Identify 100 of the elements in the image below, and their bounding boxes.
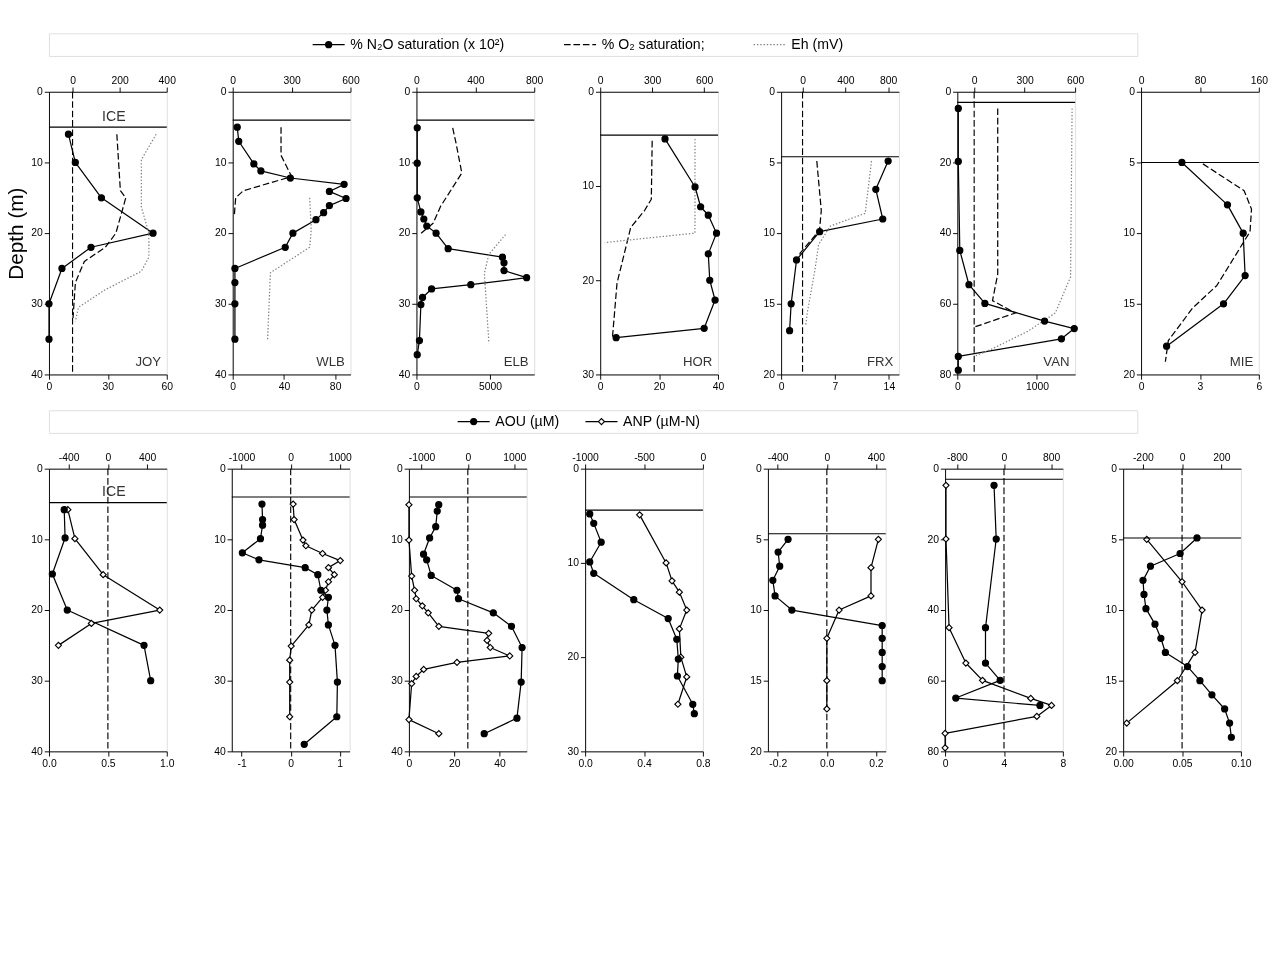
x2-tick-label: 600	[342, 74, 360, 86]
x2-tick-label: -200	[1132, 451, 1154, 463]
x2-tick-label: -400	[767, 451, 789, 463]
y-tick-label: 20	[214, 604, 226, 616]
y-tick-label: 20	[1105, 745, 1118, 757]
x2-tick-label: 400	[158, 74, 177, 86]
y-tick-label: 0	[756, 463, 763, 474]
y-tick-label: 10	[1123, 227, 1136, 239]
x2-tick-label: 1000	[503, 451, 527, 463]
y-tick-label: 15	[763, 298, 776, 310]
y-tick-label: 0	[219, 463, 226, 474]
x2-tick-label: 80	[1194, 74, 1207, 86]
x-tick-label: 0	[597, 381, 604, 393]
x-tick-label: 0	[778, 381, 785, 393]
y-tick-label: 0	[37, 463, 44, 474]
x2-tick-label: -1000	[572, 451, 600, 463]
y-tick-label: 40	[391, 745, 404, 757]
legend-label: Eh (mV)	[791, 36, 844, 53]
x-tick-label: -0.2	[769, 757, 788, 769]
x-tick-label: 7	[832, 381, 839, 393]
y-tick-label: 10	[215, 156, 227, 168]
x2-tick-label: -400	[58, 451, 80, 463]
x2-tick-label: 160	[1250, 74, 1269, 86]
x-tick-label: 0.5	[101, 757, 116, 769]
x2-tick-label: 0	[597, 74, 604, 86]
x2-tick-label: 0	[105, 451, 112, 463]
x2-tick-label: 400	[837, 74, 855, 86]
x2-tick-label: 200	[1213, 451, 1231, 463]
x-tick-label: 40	[278, 381, 291, 393]
x2-tick-label: -1000	[408, 451, 436, 463]
legend-label: AOU (µM)	[495, 413, 560, 430]
y-tick-label: 20	[1123, 368, 1136, 380]
y-tick-label: 30	[582, 368, 595, 380]
x-tick-label: 80	[329, 381, 342, 393]
x2-tick-label: 400	[467, 74, 485, 86]
annotation: FRX	[866, 353, 894, 369]
x2-tick-label: 300	[1016, 74, 1034, 86]
x2-tick-label: 0	[800, 74, 807, 86]
y-tick-label: 20	[582, 274, 595, 286]
x-tick-label: 6	[1256, 381, 1263, 393]
x2-tick-label: 800	[1042, 451, 1061, 463]
y-tick-label: 10	[763, 227, 776, 239]
x2-tick-label: -1000	[228, 451, 256, 463]
y-tick-label: 10	[582, 180, 595, 192]
y-tick-label: 60	[927, 675, 940, 687]
annotation: HOR	[683, 353, 713, 369]
x-tick-label: 14	[883, 381, 896, 393]
x-tick-label: 0.10	[1231, 757, 1252, 769]
x-tick-label: 0	[1138, 381, 1145, 393]
y-tick-label: 20	[215, 227, 227, 239]
x-tick-label: 1.0	[160, 757, 175, 769]
x-tick-label: 0.0	[578, 757, 594, 769]
y-tick-label: 40	[215, 368, 227, 380]
y-tick-label: 0	[1111, 463, 1118, 474]
y-tick-label: 40	[214, 745, 226, 757]
y-tick-label: 0	[404, 86, 411, 98]
y-tick-label: 30	[567, 745, 580, 757]
x-tick-label: 1000	[1025, 381, 1050, 393]
x-tick-label: 40	[494, 757, 507, 769]
x2-tick-label: 0	[824, 451, 831, 463]
y-tick-label: 20	[31, 227, 44, 239]
y-tick-label: 10	[750, 604, 763, 616]
y-tick-label: 80	[939, 368, 952, 380]
y-tick-label: 10	[31, 156, 44, 168]
y-tick-label: 0	[933, 463, 940, 474]
x-tick-label: -1	[237, 757, 247, 769]
y-tick-label: 0	[573, 463, 580, 474]
y-tick-label: 40	[31, 368, 44, 380]
x-tick-label: 30	[102, 381, 115, 393]
x2-tick-label: 0	[465, 451, 472, 463]
x2-tick-label: 300	[283, 74, 301, 86]
y-tick-label: 10	[214, 533, 226, 545]
x2-tick-label: 0	[700, 451, 707, 463]
y-tick-label: 40	[398, 368, 411, 380]
y-tick-label: 40	[31, 745, 44, 757]
y-tick-label: 0	[588, 86, 595, 98]
x2-tick-label: 0	[971, 74, 978, 86]
y-tick-label: 20	[398, 227, 411, 239]
x-tick-label: 0.2	[869, 757, 884, 769]
y-tick-label: 20	[939, 156, 952, 168]
y-tick-label: 60	[939, 298, 952, 310]
x2-tick-label: 0	[1138, 74, 1145, 86]
x2-tick-label: 0	[288, 451, 295, 463]
x2-tick-label: 800	[526, 74, 544, 86]
x-tick-label: 5000	[479, 381, 503, 393]
x-tick-label: 40	[712, 381, 725, 393]
annotation: VAN	[1043, 353, 1070, 369]
y-tick-label: 20	[31, 604, 44, 616]
y-tick-label: 0	[397, 463, 404, 474]
x2-tick-label: 200	[111, 74, 130, 86]
x-tick-label: 20	[653, 381, 666, 393]
x2-tick-label: -500	[634, 451, 656, 463]
x2-tick-label: 300	[644, 74, 662, 86]
x2-tick-label: 0	[1001, 451, 1008, 463]
y-tick-label: 30	[215, 298, 227, 310]
y-tick-label: 20	[567, 651, 580, 663]
y-tick-label: 20	[927, 533, 940, 545]
y-tick-label: 0	[769, 86, 776, 98]
annotation: ELB	[503, 353, 529, 369]
x-tick-label: 8	[1060, 757, 1067, 769]
